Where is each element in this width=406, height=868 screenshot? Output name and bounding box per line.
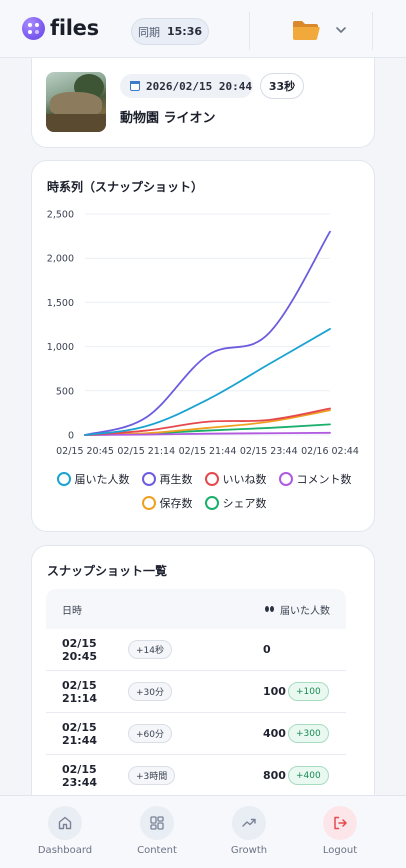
top-header: files 同期 15:36 xyxy=(0,0,406,58)
legend-swatch xyxy=(141,472,156,486)
bottom-nav: Dashboard Content Growth Logout xyxy=(0,795,406,868)
row-datetime: 02/15 23:44 xyxy=(62,762,98,789)
column-header-reach: 届いた人数 xyxy=(280,605,330,617)
table-header: 日時 届いた人数 xyxy=(46,589,346,629)
header-divider xyxy=(249,12,250,50)
row-datetime: 02/15 21:14 xyxy=(62,678,98,705)
legend-label: 再生数 xyxy=(159,473,193,486)
table-row[interactable]: 02/15 23:44 +3時間 800 +400 xyxy=(46,755,346,797)
legend-label: いいね数 xyxy=(222,473,267,486)
app-logo[interactable]: files xyxy=(22,17,99,40)
nav-label: Logout xyxy=(322,845,358,856)
y-tick-label: 500 xyxy=(56,386,74,397)
series-line-いいね数 xyxy=(84,407,331,436)
legend-swatch xyxy=(141,496,156,510)
x-tick-label: 02/15 20:45 xyxy=(56,446,114,457)
legend-label: シェア数 xyxy=(222,497,267,510)
row-datetime: 02/15 20:45 xyxy=(62,636,98,663)
sync-time: 15:36 xyxy=(166,25,202,38)
y-tick-label: 2,500 xyxy=(47,210,74,221)
timeseries-chart-card: 時系列（スナップショット） 0 500 1,000 1,500 2,000 2,500 02… xyxy=(31,160,375,532)
legend-item[interactable]: コメント数 xyxy=(278,471,352,487)
nav-label: Growth xyxy=(230,845,268,856)
posted-datetime-pill: 2026/02/15 20:44 xyxy=(120,74,253,98)
y-tick-label: 1,000 xyxy=(47,342,74,353)
header-divider xyxy=(372,12,373,50)
nav-growth[interactable]: Growth xyxy=(209,806,289,856)
y-tick-label: 1,500 xyxy=(47,298,74,309)
legend-label: 保存数 xyxy=(159,497,193,510)
row-reach-value: 100 xyxy=(263,685,286,698)
calendar-icon xyxy=(130,81,140,91)
x-tick-label: 02/15 23:44 xyxy=(240,446,298,457)
x-tick-label: 02/15 21:14 xyxy=(117,446,175,457)
y-tick-label: 2,000 xyxy=(47,254,74,265)
y-tick-label: 0 xyxy=(68,431,74,442)
series-line-コメント数 xyxy=(84,431,331,436)
posted-datetime: 2026/02/15 20:44 xyxy=(146,79,252,93)
eyes-icon xyxy=(265,605,275,613)
sync-label: 同期 xyxy=(137,25,160,39)
row-reach-value: 800 xyxy=(263,769,286,782)
column-header-datetime: 日時 xyxy=(62,605,82,617)
nav-label: Dashboard xyxy=(37,845,93,856)
row-reach-value: 0 xyxy=(263,643,271,656)
legend-item[interactable]: いいね数 xyxy=(204,471,267,487)
chevron-down-icon[interactable] xyxy=(335,24,347,36)
table-row[interactable]: 02/15 21:14 +30分 100 +100 xyxy=(46,671,346,713)
delta-badge: +300 xyxy=(288,724,329,743)
home-icon xyxy=(48,806,82,840)
legend-swatch xyxy=(56,472,71,486)
legend-item[interactable]: 届いた人数 xyxy=(56,471,130,487)
nav-logout[interactable]: Logout xyxy=(300,806,380,856)
folder-icon[interactable] xyxy=(292,20,320,41)
trending-up-icon xyxy=(232,806,266,840)
x-tick-label: 02/15 21:44 xyxy=(179,446,237,457)
sync-status-pill[interactable]: 同期 15:36 xyxy=(131,18,209,45)
logout-icon xyxy=(323,806,357,840)
legend-swatch xyxy=(204,472,219,486)
chart-title: 時系列（スナップショット） xyxy=(47,180,204,194)
elapsed-badge: +60分 xyxy=(128,724,172,743)
snapshot-title: スナップショット一覧 xyxy=(47,564,168,578)
chart-legend: 届いた人数 再生数 いいね数 コメント数 xyxy=(32,471,376,487)
nav-content[interactable]: Content xyxy=(117,806,197,856)
series-line-再生数 xyxy=(84,230,331,436)
snapshot-table: 日時 届いた人数 02/15 20:45 +14秒 0 02/15 21:14 +30分… xyxy=(46,589,346,797)
content-title: 動物園 ライオン xyxy=(120,111,216,126)
table-row[interactable]: 02/15 20:45 +14秒 0 xyxy=(46,629,346,671)
content-thumbnail[interactable] xyxy=(46,72,106,132)
legend-item[interactable]: 再生数 xyxy=(141,471,193,487)
legend-item[interactable]: 保存数 xyxy=(141,495,193,511)
grid-icon xyxy=(140,806,174,840)
x-tick-label: 02/16 02:44 xyxy=(301,446,359,457)
delta-badge: +100 xyxy=(288,682,329,701)
row-reach-value: 400 xyxy=(263,727,286,740)
chart-legend: 保存数 シェア数 xyxy=(32,495,376,511)
elapsed-badge: +30分 xyxy=(128,682,172,701)
legend-item[interactable]: シェア数 xyxy=(204,495,267,511)
logo-mark-icon xyxy=(22,17,45,40)
row-datetime: 02/15 21:44 xyxy=(62,720,98,747)
delta-badge: +400 xyxy=(288,766,329,785)
series-line-届いた人数 xyxy=(84,328,331,436)
elapsed-badge: +3時間 xyxy=(128,766,176,785)
table-row[interactable]: 02/15 21:44 +60分 400 +300 xyxy=(46,713,346,755)
legend-label: 届いた人数 xyxy=(74,473,130,486)
nav-label: Content xyxy=(137,845,177,856)
app-name: files xyxy=(50,16,99,40)
legend-label: コメント数 xyxy=(296,473,352,486)
duration-badge: 33秒 xyxy=(260,73,304,99)
legend-swatch xyxy=(204,496,219,510)
legend-swatch xyxy=(278,472,293,486)
nav-dashboard[interactable]: Dashboard xyxy=(25,806,105,856)
elapsed-badge: +14秒 xyxy=(128,640,172,659)
content-item-card[interactable]: 2026/02/15 20:44 33秒 動物園 ライオン xyxy=(31,58,375,148)
